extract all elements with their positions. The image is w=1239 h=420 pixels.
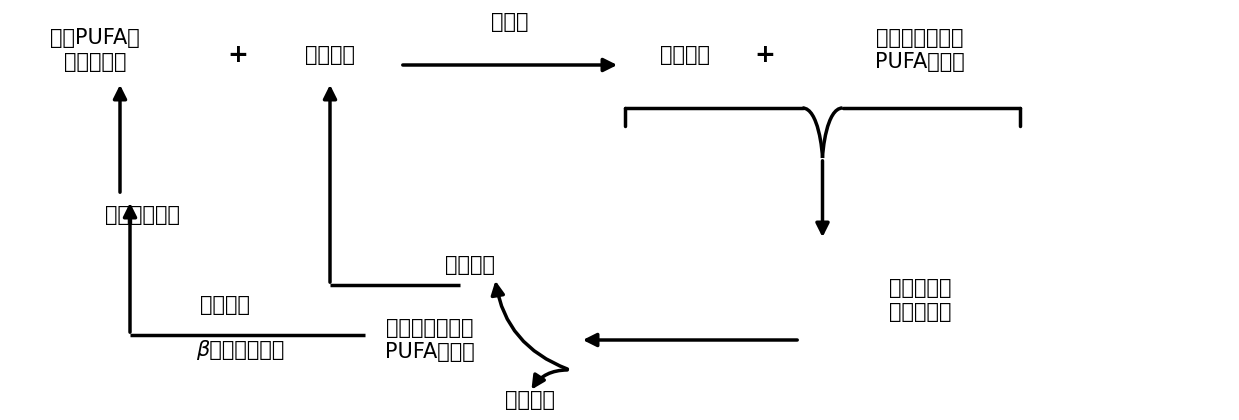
Text: 脂肪酶: 脂肪酶 xyxy=(491,12,529,32)
Text: +: + xyxy=(755,43,776,67)
Text: 棕榈硬脂: 棕榈硬脂 xyxy=(445,255,496,275)
Text: 梯度低温冷
冻结晶分离: 梯度低温冷 冻结晶分离 xyxy=(888,278,952,323)
Text: 溶剂解络回收: 溶剂解络回收 xyxy=(105,205,180,225)
Text: 结构脂质: 结构脂质 xyxy=(660,45,710,65)
Text: 棕榈酸和未反应
PUFA混合物: 棕榈酸和未反应 PUFA混合物 xyxy=(385,318,475,362)
Text: 结构脂质: 结构脂质 xyxy=(506,390,555,410)
Text: 尿素包合: 尿素包合 xyxy=(199,295,250,315)
Text: +: + xyxy=(228,43,249,67)
Text: 棕榈硬脂: 棕榈硬脂 xyxy=(305,45,356,65)
FancyArrowPatch shape xyxy=(492,285,567,369)
Text: 棕榈酸和未反应
PUFA混合物: 棕榈酸和未反应 PUFA混合物 xyxy=(875,28,965,72)
FancyArrowPatch shape xyxy=(534,370,567,386)
Text: 富含PUFA脂
脂酸混合物: 富含PUFA脂 脂酸混合物 xyxy=(50,28,140,72)
Text: β－环糊精包合: β－环糊精包合 xyxy=(196,340,284,360)
